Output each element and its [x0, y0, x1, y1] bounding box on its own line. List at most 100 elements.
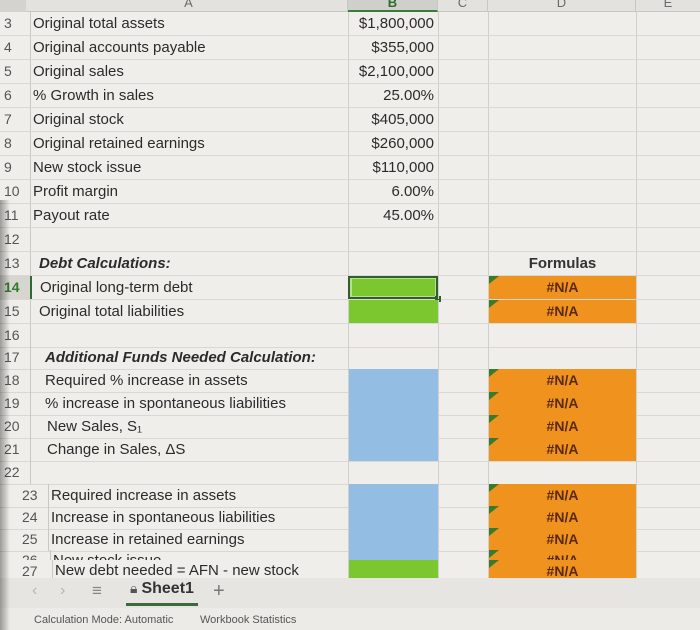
- cell-b11[interactable]: 45.00%: [348, 204, 438, 227]
- row-number[interactable]: 27: [22, 563, 38, 579]
- cell-e12[interactable]: [636, 228, 700, 251]
- cell-b6[interactable]: 25.00%: [348, 84, 438, 107]
- cell-d6[interactable]: [488, 84, 636, 107]
- cell-d11[interactable]: [488, 204, 636, 227]
- cell-c22[interactable]: [438, 461, 488, 484]
- cell-c6[interactable]: [438, 84, 488, 107]
- row-number[interactable]: 3: [4, 15, 12, 31]
- cell-e5[interactable]: [636, 60, 700, 83]
- row-number[interactable]: 11: [4, 207, 19, 223]
- cell-e20[interactable]: [636, 415, 700, 438]
- cell-e3[interactable]: [636, 12, 700, 35]
- row-number[interactable]: 24: [22, 509, 38, 525]
- workbook-statistics-button[interactable]: Workbook Statistics: [200, 614, 297, 626]
- cell-b17[interactable]: [348, 346, 438, 369]
- column-header-d[interactable]: D: [488, 0, 636, 12]
- cell-c7[interactable]: [438, 108, 488, 131]
- cell-c8[interactable]: [438, 132, 488, 155]
- row-number[interactable]: 9: [4, 159, 12, 175]
- cell-a4[interactable]: Original accounts payable: [30, 36, 348, 59]
- input-cell-b15[interactable]: [348, 300, 438, 323]
- formula-cell-d27[interactable]: #N/A: [488, 560, 636, 581]
- error-indicator-icon[interactable]: [489, 369, 499, 377]
- error-indicator-icon[interactable]: [489, 528, 499, 536]
- row-number[interactable]: 8: [4, 135, 12, 151]
- cell-d7[interactable]: [488, 108, 636, 131]
- row-number[interactable]: 17: [4, 349, 20, 365]
- cell-c5[interactable]: [438, 60, 488, 83]
- cell-e24[interactable]: [636, 506, 700, 529]
- row-number[interactable]: 20: [4, 418, 20, 434]
- cell-c24[interactable]: [438, 506, 488, 529]
- cell-e6[interactable]: [636, 84, 700, 107]
- row-number[interactable]: 5: [4, 63, 12, 79]
- cell-e13[interactable]: [636, 252, 700, 275]
- cell-e7[interactable]: [636, 108, 700, 131]
- cell-e14[interactable]: [636, 276, 700, 299]
- cell-a6[interactable]: % Growth in sales: [30, 84, 348, 107]
- cell-a16[interactable]: [30, 324, 348, 347]
- cell-c23[interactable]: [438, 484, 488, 507]
- cell-e4[interactable]: [636, 36, 700, 59]
- row-number[interactable]: 22: [4, 464, 20, 480]
- row-number[interactable]: 4: [4, 39, 12, 55]
- cell-d4[interactable]: [488, 36, 636, 59]
- cell-a5[interactable]: Original sales: [30, 60, 348, 83]
- cell-a17-section-heading[interactable]: Additional Funds Needed Calculation:: [30, 346, 348, 369]
- row-number[interactable]: 18: [4, 372, 20, 388]
- formula-cell-d24[interactable]: #N/A: [488, 506, 636, 529]
- error-indicator-icon[interactable]: [489, 438, 499, 446]
- cell-a3[interactable]: Original total assets: [30, 12, 348, 35]
- input-cell-b14[interactable]: [348, 276, 441, 302]
- cell-a12[interactable]: [30, 228, 348, 251]
- cell-c17[interactable]: [438, 346, 488, 369]
- row-number[interactable]: 15: [4, 303, 20, 319]
- cell-a9[interactable]: New stock issue: [30, 156, 348, 179]
- cell-d3[interactable]: [488, 12, 636, 35]
- cell-e27[interactable]: [636, 560, 700, 581]
- row-number[interactable]: 19: [4, 395, 20, 411]
- cell-c14[interactable]: [438, 276, 488, 299]
- cell-e15[interactable]: [636, 300, 700, 323]
- next-sheet-button[interactable]: ›: [60, 582, 66, 599]
- add-sheet-button[interactable]: +: [213, 580, 225, 602]
- error-indicator-icon[interactable]: [489, 392, 499, 400]
- column-header-c[interactable]: C: [438, 0, 488, 12]
- cell-e25[interactable]: [636, 528, 700, 551]
- cell-c11[interactable]: [438, 204, 488, 227]
- cell-b12[interactable]: [348, 228, 438, 251]
- cell-b3[interactable]: $1,800,000: [348, 12, 438, 35]
- row-number[interactable]: 13: [4, 255, 20, 271]
- input-cell-b20[interactable]: [348, 415, 438, 438]
- sheet-list-menu-icon[interactable]: ≡: [92, 581, 102, 600]
- formula-cell-d23[interactable]: #N/A: [488, 484, 636, 507]
- cell-b10[interactable]: 6.00%: [348, 180, 438, 203]
- cell-e19[interactable]: [636, 392, 700, 415]
- error-indicator-icon[interactable]: [489, 484, 499, 492]
- error-indicator-icon[interactable]: [489, 415, 499, 423]
- cell-d22[interactable]: [488, 461, 636, 484]
- cell-b5[interactable]: $2,100,000: [348, 60, 438, 83]
- cell-a14[interactable]: Original long-term debt: [30, 276, 348, 299]
- cell-c19[interactable]: [438, 392, 488, 415]
- cell-a25[interactable]: Increase in retained earnings: [48, 528, 348, 551]
- input-cell-b23[interactable]: [348, 484, 438, 507]
- cell-b8[interactable]: $260,000: [348, 132, 438, 155]
- cell-c3[interactable]: [438, 12, 488, 35]
- error-indicator-icon[interactable]: [489, 506, 499, 514]
- cell-e11[interactable]: [636, 204, 700, 227]
- formulas-header[interactable]: Formulas: [488, 252, 636, 275]
- row-number[interactable]: 21: [4, 441, 20, 457]
- cell-d8[interactable]: [488, 132, 636, 155]
- input-cell-b24[interactable]: [348, 506, 438, 529]
- select-all-corner[interactable]: [0, 0, 26, 12]
- cell-a8[interactable]: Original retained earnings: [30, 132, 348, 155]
- cell-c10[interactable]: [438, 180, 488, 203]
- row-number[interactable]: 25: [22, 531, 38, 547]
- cell-a20[interactable]: New Sales, S₁: [30, 415, 348, 438]
- cell-d9[interactable]: [488, 156, 636, 179]
- prev-sheet-button[interactable]: ‹: [32, 582, 38, 599]
- cell-c21[interactable]: [438, 438, 488, 461]
- sheet-tab-sheet1[interactable]: 🔒︎ Sheet1: [126, 580, 198, 606]
- cell-a27[interactable]: New debt needed = AFN - new stock: [52, 560, 348, 581]
